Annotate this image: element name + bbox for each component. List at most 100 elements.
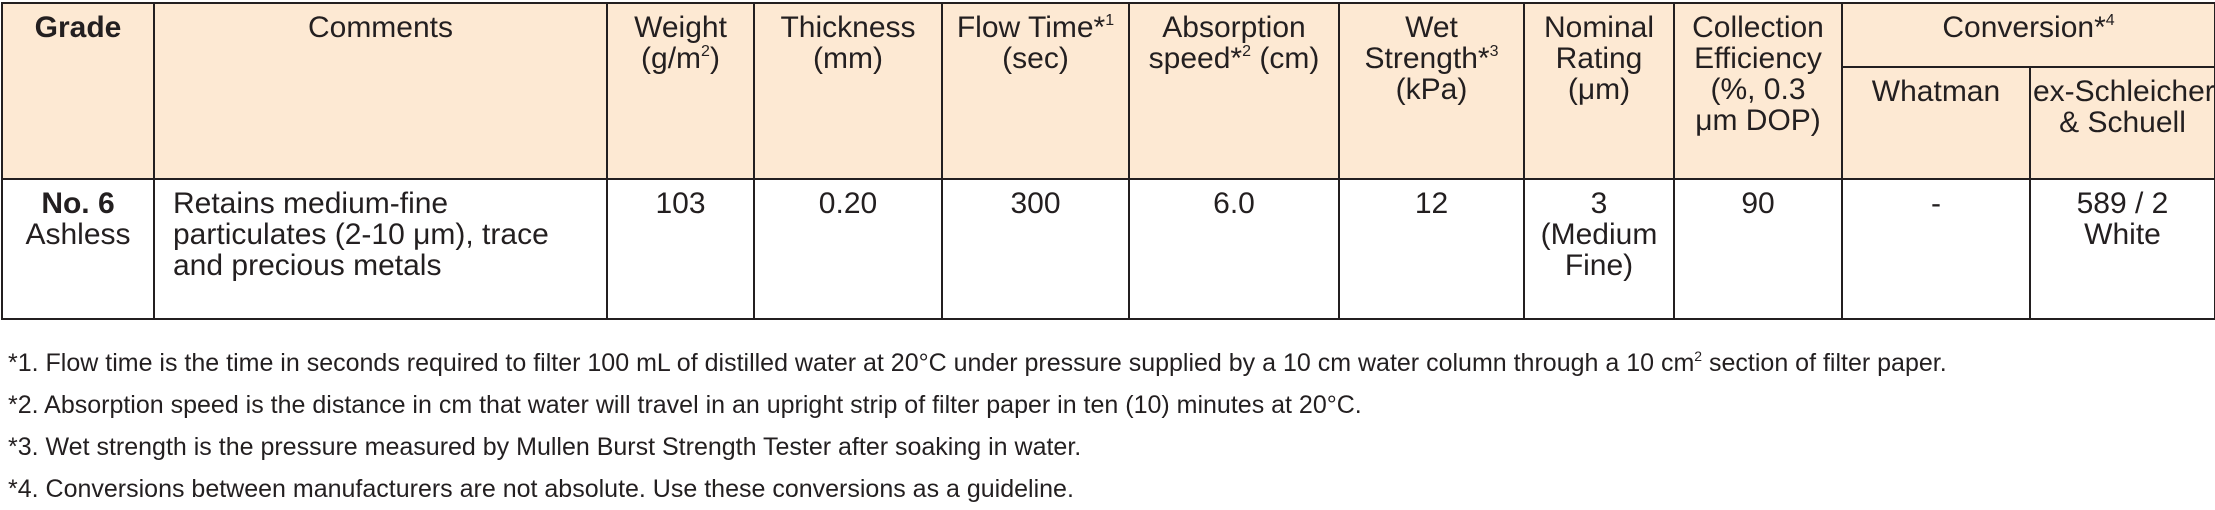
text: (μm) [1567,73,1631,106]
text: Fine) [1564,249,1634,282]
header-cell: Collection Efficiency (%, 0.3 μm DOP) [1673,2,1843,180]
text: particulates (2-10 μm), trace [173,218,549,251]
text: Rating [1555,42,1643,75]
text: (mm) [813,42,883,75]
cell-line: Retains medium-fine [173,188,604,219]
text: 3 [1590,187,1608,220]
text: *4. Conversions between manufacturers ar… [8,475,1074,503]
text: Flow Time* [956,11,1106,44]
cell-line: 0.20 [757,188,939,219]
data-cell: 0.20 [753,178,943,320]
text: (cm) [1251,42,1320,75]
text: speed* [1148,42,1243,75]
text: Nominal [1543,11,1655,44]
text: 6.0 [1213,187,1255,220]
footnotes: *1. Flow time is the time in seconds req… [8,342,1947,510]
text: ) [709,42,720,75]
cell-line: speed*2 (cm) [1132,43,1336,74]
text: Collection [1692,11,1824,44]
cell-line: Conversion*4 [1845,12,2212,43]
footnote: *3. Wet strength is the pressure measure… [8,426,1947,468]
data-row: No. 6 Ashless Retains medium-fine particula… [1,178,2215,320]
footnote: *2. Absorption speed is the distance in … [8,384,1947,426]
header-subrow: Whatman ex-Schleicher & Schuell [2,66,2215,180]
text: 0.20 [818,187,878,220]
spec-table: Grade Comments Weight (g/m2) Thickness (mm) Fl… [1,2,2215,320]
text: 90 [1741,187,1775,220]
text: Efficiency [1694,42,1822,75]
text: Wet [1405,11,1458,44]
header-cell: Flow Time*1 (sec) [941,2,1130,180]
header-cell: Absorption speed*2 (cm) [1128,2,1340,180]
header-cell: Grade [1,2,155,180]
text: (kPa) [1395,73,1468,106]
cell-line: (kPa) [1342,74,1521,105]
data-cell: No. 6 Ashless [1,178,155,320]
cell-line: (sec) [945,43,1126,74]
text: Ashless [25,218,131,251]
cell-line: 12 [1342,188,1521,219]
text: - [1931,187,1941,220]
data-cell: 589 / 2 White [2028,178,2215,320]
text: Strength* [1364,42,1490,75]
data-cell: 300 [941,178,1130,320]
cell-line: ex-Schleicher [2033,76,2213,107]
cell-line: - [1845,188,2027,219]
header-cell: ex-Schleicher & Schuell [2028,66,2215,180]
text: Weight [634,11,727,44]
text: Comments [307,11,454,44]
cell-line: 589 / 2 [2033,188,2212,219]
text: Conversion* [1942,11,2106,44]
header-cell: Comments [153,2,608,180]
data-cell: 103 [606,178,755,320]
text: *2. Absorption speed is the distance in … [8,391,1362,419]
text: 300 [1010,187,1061,220]
cell-line: 6.0 [1132,188,1336,219]
text: Thickness [780,11,916,44]
text: White [2084,218,2161,251]
text: Retains medium-fine [173,187,449,220]
header-cell: Thickness (mm) [753,2,943,180]
text: & Schuell [2059,106,2186,139]
superscript: 4 [2105,12,2115,29]
cell-line: Wet [1342,12,1521,43]
cell-line: particulates (2-10 μm), trace [173,219,604,250]
data-cell: - [1841,178,2031,320]
cell-line: Whatman [1845,76,2027,107]
text: Absorption [1162,11,1306,44]
text: 103 [655,187,706,220]
cell-line: Grade [5,12,151,43]
cell-line: No. 6 [5,188,151,219]
text: 589 / 2 [2076,187,2169,220]
cell-line: Weight [610,12,751,43]
superscript: 3 [1489,43,1499,60]
cell-line: (mm) [757,43,939,74]
cell-line: 300 [945,188,1126,219]
data-cell: 6.0 [1128,178,1340,320]
cell-line: Fine) [1527,250,1671,281]
footnote: *1. Flow time is the time in seconds req… [8,342,1947,384]
cell-line: Efficiency [1677,43,1839,74]
cell-line: (%, 0.3 [1677,74,1839,105]
text: section of filter paper. [1702,349,1947,377]
text: (g/m [641,42,702,75]
cell-line: Thickness [757,12,939,43]
text: *3. Wet strength is the pressure measure… [8,433,1082,461]
cell-line: Rating [1527,43,1671,74]
cell-line: (g/m2) [610,43,751,74]
text: (sec) [1002,42,1069,75]
cell-line: (μm) [1527,74,1671,105]
cell-line: Absorption [1132,12,1336,43]
header-cell: Whatman [1841,66,2031,180]
text: (%, 0.3 [1710,73,1806,106]
text: Grade [34,11,122,44]
text: 12 [1414,187,1449,220]
text: (Medium [1540,218,1658,251]
superscript: 2 [1242,43,1251,60]
header-cell: Weight (g/m2) [606,2,755,180]
header-cell: Conversion*4 [1840,2,2215,68]
data-cell: 12 [1338,178,1525,320]
text: No. 6 [41,187,115,220]
cell-line: Ashless [5,219,151,250]
